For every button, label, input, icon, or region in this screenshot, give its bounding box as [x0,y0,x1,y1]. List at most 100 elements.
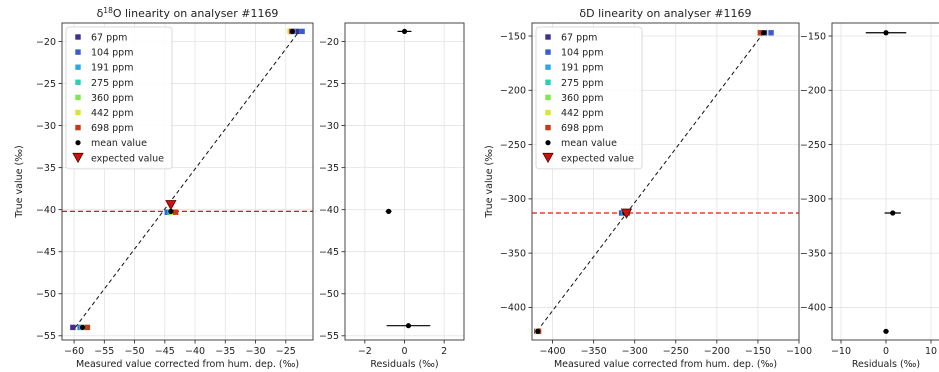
legend-label: 442 ppm [91,108,133,119]
legend-label: 104 ppm [91,48,133,59]
title-superscript: 18 [103,6,113,15]
x-tick-label: −10 [831,346,851,357]
legend-label: 67 ppm [91,33,127,44]
mean-value-point [79,324,86,330]
x-tick-label: −2 [358,346,372,357]
expected-value-marker [165,200,177,211]
x-axis-label: Residuals (‰) [370,359,438,370]
legend-marker [75,79,81,85]
data-point-104-ppm [299,28,305,35]
legend-label: 360 ppm [561,93,603,104]
legend-label: 191 ppm [91,63,133,74]
y-axis-label: True value (‰) [14,145,25,218]
y-tick-label: −25 [319,79,339,90]
x-tick-label: −40 [185,346,205,357]
chart-panel-2: −400 −350 −300 −250 −200 −150 −100 −400 −350 −300… [484,7,812,370]
title-delta: δ [97,7,104,20]
y-tick-label: −400 [500,303,526,314]
legend-marker [75,49,81,55]
x-tick-label: −45 [155,346,175,357]
legend-marker [72,152,84,164]
legend-label: 67 ppm [561,33,597,44]
residual-point [405,323,412,329]
y-tick-label: −250 [800,140,826,151]
legend-label: 698 ppm [91,123,133,134]
x-tick-label: 2 [441,346,447,357]
y-tick-label: −55 [36,331,56,342]
x-axis-label: Residuals (‰) [852,359,920,370]
x-tick-label: −35 [215,346,235,357]
data-point-698-ppm [173,209,179,215]
legend-marker [75,34,81,40]
legend-label: 442 ppm [561,108,603,119]
y-tick-label: −300 [800,194,826,205]
y-tick-label: −35 [36,163,56,174]
legend-marker [545,49,551,55]
y-tick-label: −200 [500,86,526,97]
legend-box [535,26,643,170]
y-tick-label: −20 [319,37,339,48]
y-tick-label: −350 [800,248,826,259]
plot-area [532,30,799,335]
chart-panel-3: −10 0 10 −400 −350 −300 −250 −200 −150 Residuals … [800,22,939,370]
y-tick-label: −30 [319,121,339,132]
y-tick-label: −45 [319,247,339,258]
legend: 67 ppm 104 ppm 191 ppm 275 ppm 360 ppm 442 pp… [65,26,173,170]
legend-marker [545,79,551,85]
mean-value-point [535,328,541,334]
legend-label: 191 ppm [561,63,603,74]
y-tick-label: −350 [500,248,526,259]
y-tick-label: −150 [800,31,826,42]
legend-label: 698 ppm [561,123,603,134]
residual-point [883,328,889,334]
x-tick-label: −50 [125,346,145,357]
data-point-104-ppm [768,30,774,36]
x-axis-label: Measured value corrected from hum. dep. … [76,359,299,370]
residual-point [883,30,889,36]
x-axis-label: Measured value corrected from hum. dep. … [554,359,777,370]
mean-value-point [168,208,174,214]
mean-value-point [761,30,767,36]
y-tick-label: −25 [36,79,56,90]
x-tick-label: −200 [704,346,730,357]
residual-point [401,28,408,35]
legend-marker [545,140,551,146]
data-point-67-ppm [70,324,76,331]
y-tick-label: −250 [500,140,526,151]
x-tick-label: −400 [539,346,565,357]
y-tick-label: −20 [36,37,56,48]
legend-label: mean value [91,138,147,149]
x-tick-label: −300 [622,346,648,357]
y-tick-label: −45 [36,247,56,258]
data-point-67-ppm [293,28,300,35]
axes-frame [531,22,800,341]
chart-title: δD linearity on analyser #1169 [579,7,751,20]
legend-label: 275 ppm [561,78,603,89]
legend-label: 275 ppm [91,78,133,89]
x-tick-label: −150 [745,346,771,357]
y-tick-label: −200 [800,86,826,97]
legend-marker [545,124,551,131]
x-tick-label: 0 [883,346,889,357]
legend-marker [545,34,551,40]
title-rest: O linearity on analyser #1169 [113,7,279,20]
axes-frame [61,22,314,341]
legend-marker [75,140,81,146]
legend-box [65,26,173,170]
y-tick-label: −50 [36,289,56,300]
x-tick-label: −55 [94,346,114,357]
fit-line [74,31,300,328]
plot-area [865,30,907,334]
legend-marker [542,152,554,164]
y-tick-label: −55 [319,331,339,342]
x-tick-label: −350 [581,346,607,357]
legend-marker [75,64,81,70]
x-tick-label: −25 [276,346,296,357]
x-tick-label: −60 [64,346,84,357]
plot-area [385,28,431,329]
residual-point [386,208,392,214]
x-tick-label: −250 [663,346,689,357]
legend-marker [545,64,551,70]
